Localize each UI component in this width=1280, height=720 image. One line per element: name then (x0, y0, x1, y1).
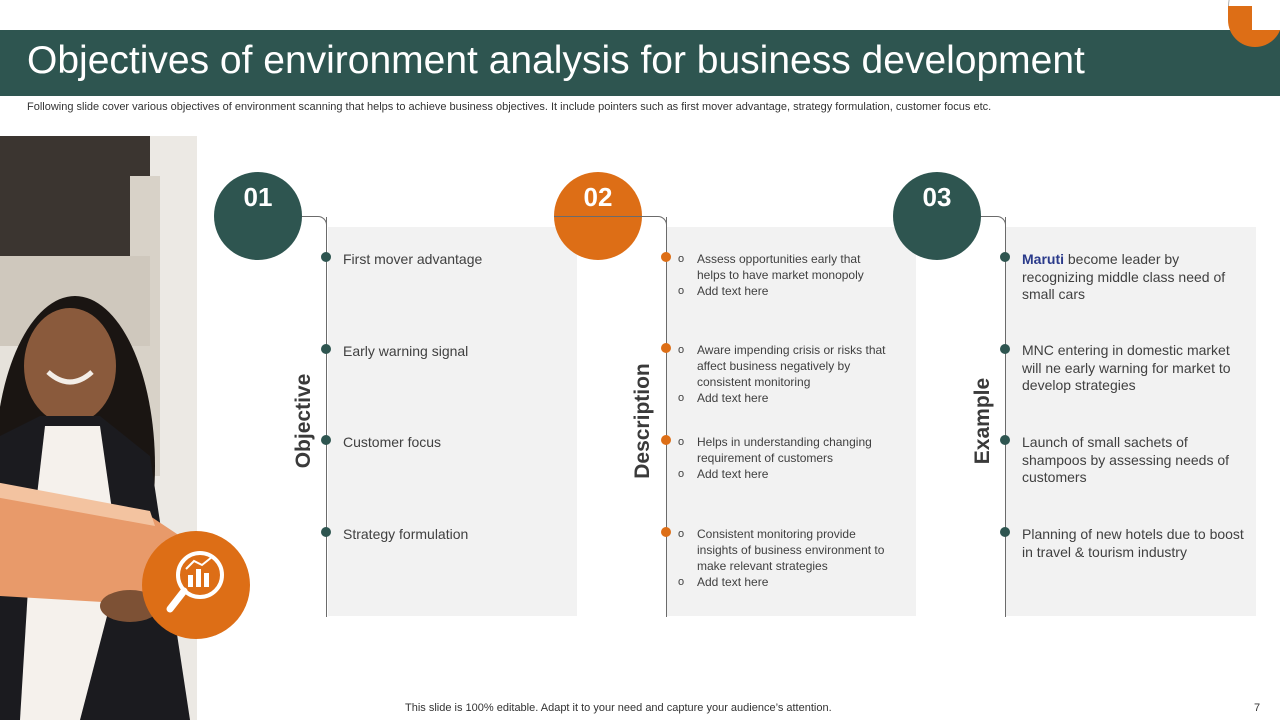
title-bar (0, 30, 1280, 96)
bullet-mark: o (678, 528, 685, 540)
objective-dot (321, 344, 331, 354)
description-dot (661, 252, 671, 262)
description-extra: Add text here (697, 391, 769, 405)
description-line: Consistent monitoring provide (697, 527, 856, 541)
description-label: Description (631, 363, 654, 479)
example-item: Maruti become leader by recognizing midd… (1022, 251, 1244, 304)
page-number: 7 (1254, 702, 1261, 714)
description-timeline (666, 217, 667, 617)
description-dot (661, 435, 671, 445)
description-circle-divider (554, 216, 642, 217)
bullet-mark: o (678, 285, 685, 297)
bullet-mark: o (678, 436, 685, 448)
example-label: Example (971, 377, 994, 465)
objective-item: Early warning signal (343, 343, 469, 359)
example-dot (1000, 252, 1010, 262)
page-subtitle: Following slide cover various objectives… (27, 101, 992, 113)
example-dot (1000, 435, 1010, 445)
description-line: Helps in understanding changing (697, 435, 872, 449)
description-line: helps to have market monopoly (697, 268, 864, 282)
bullet-mark: o (678, 253, 685, 265)
objective-label: Objective (292, 373, 315, 469)
objective-item: Customer focus (343, 434, 442, 450)
example-item: MNC entering in domestic market will ne … (1022, 342, 1231, 393)
objective-item: First mover advantage (343, 251, 483, 267)
objective-item: Strategy formulation (343, 526, 469, 542)
objective-dot (321, 435, 331, 445)
page-title: Objectives of environment analysis for b… (27, 39, 1085, 82)
description-panel (667, 227, 916, 616)
objective-dot (321, 527, 331, 537)
objective-dot (321, 252, 331, 262)
description-line: consistent monitoring (697, 375, 811, 389)
bullet-mark: o (678, 344, 685, 356)
description-extra: Add text here (697, 284, 769, 298)
objective-number-circle (214, 172, 302, 260)
description-line: Aware impending crisis or risks that (697, 343, 886, 357)
corner-decoration-mask (1252, 6, 1280, 30)
description-line: affect business negatively by (697, 359, 851, 373)
description-line: Assess opportunities early that (697, 252, 861, 266)
description-dot (661, 527, 671, 537)
example-item: Launch of small sachets of shampoos by a… (1022, 434, 1230, 485)
magnifier-chart-icon (166, 551, 224, 613)
bullet-mark: o (678, 392, 685, 404)
example-brand: Maruti (1022, 251, 1064, 267)
description-extra: Add text here (697, 575, 769, 589)
bullet-mark: o (678, 468, 685, 480)
description-line: requirement of customers (697, 451, 834, 465)
bullet-mark: o (678, 576, 685, 588)
objective-number: 01 (243, 182, 273, 212)
footer-note: This slide is 100% editable. Adapt it to… (405, 702, 832, 714)
description-number: 02 (583, 182, 613, 212)
example-number: 03 (922, 182, 952, 212)
photo-badge (142, 531, 250, 639)
example-item-text: become leader by recognizing middle clas… (1022, 251, 1226, 302)
description-dot (661, 343, 671, 353)
description-line: make relevant strategies (697, 559, 828, 573)
example-timeline (1005, 217, 1006, 617)
objective-panel (328, 227, 577, 616)
example-dot (1000, 527, 1010, 537)
objective-timeline (326, 217, 327, 617)
example-item: Planning of new hotels due to boost in t… (1022, 526, 1244, 560)
example-number-circle (893, 172, 981, 260)
example-panel (1006, 227, 1256, 616)
description-line: insights of business environment to (697, 543, 885, 557)
example-dot (1000, 344, 1010, 354)
description-extra: Add text here (697, 467, 769, 481)
